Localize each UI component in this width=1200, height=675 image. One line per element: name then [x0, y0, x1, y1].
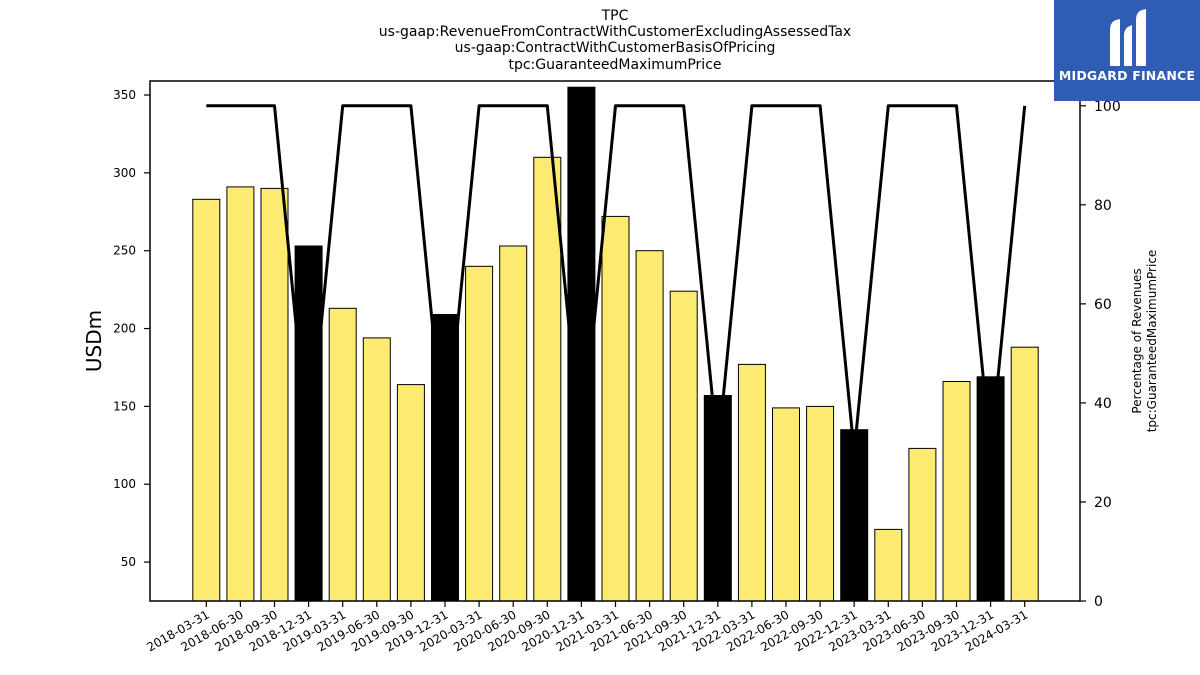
chart-titles: TPC us-gaap:RevenueFromContractWithCusto… [379, 8, 851, 73]
chart-subtitle-3: tpc:GuaranteedMaximumPrice [508, 57, 721, 73]
y-left-tick-label: 200 [113, 322, 136, 336]
midgard-logo-icon [1110, 9, 1146, 66]
bar-2020-06-30 [499, 245, 528, 602]
bar-2023-09-30 [942, 381, 971, 602]
bar-2022-06-30 [772, 407, 800, 602]
bar-2022-09-30 [806, 405, 835, 602]
bar-2019-09-30 [396, 384, 425, 602]
y-axis-right-ticks: 0 20 40 60 80 100 [1080, 99, 1121, 610]
bar-2023-06-30 [908, 447, 937, 602]
bar-2023-03-31 [874, 528, 903, 602]
bar-series [192, 86, 1039, 602]
bar-2018-03-31 [192, 198, 221, 602]
bar-2021-03-31 [601, 215, 630, 602]
y-left-tick-label: 50 [121, 555, 136, 569]
y-right-tick-label: 60 [1094, 297, 1112, 313]
percentage-line [206, 104, 1027, 454]
bar-2020-12-31 [567, 86, 596, 602]
y-axis-left-ticks: 50 100 150 200 250 300 350 [113, 88, 150, 569]
y-left-tick-label: 150 [113, 399, 136, 413]
y-axis-right-label-1: Percentage of Revenues [1130, 268, 1144, 413]
bar-2021-09-30 [669, 290, 698, 602]
y-left-tick-label: 250 [113, 244, 136, 258]
chart-subtitle-1: us-gaap:RevenueFromContractWithCustomerE… [379, 24, 851, 40]
y-axis-right-label-2: tpc:GuaranteedMaximumPrice [1145, 250, 1159, 433]
bar-2022-12-31 [840, 429, 869, 602]
bar-2023-12-31 [976, 376, 1005, 602]
y-left-tick-label: 300 [113, 166, 136, 180]
bar-2018-12-31 [294, 245, 323, 602]
logo-text: MIDGARD FINANCE [1058, 68, 1196, 83]
y-right-tick-label: 0 [1094, 594, 1103, 610]
y-right-tick-label: 20 [1094, 495, 1112, 511]
bar-2021-12-31 [703, 395, 732, 602]
bar-2020-03-31 [465, 265, 494, 602]
y-axis-left-label: USDm [82, 310, 106, 372]
y-left-tick-label: 350 [113, 88, 136, 102]
y-right-tick-label: 100 [1094, 99, 1121, 115]
x-axis-ticks: 2018-03-312018-06-302018-09-302018-12-31… [144, 601, 1030, 654]
y-right-tick-label: 40 [1094, 396, 1112, 412]
chart-title: TPC [601, 8, 629, 24]
bar-2021-06-30 [635, 250, 664, 602]
bar-2019-03-31 [328, 307, 357, 602]
y-right-tick-label: 80 [1094, 198, 1112, 214]
bar-2024-03-31 [1010, 346, 1039, 602]
line-series [206, 104, 1027, 454]
chart-subtitle-2: us-gaap:ContractWithCustomerBasisOfPrici… [455, 40, 776, 56]
midgard-finance-logo: MIDGARD FINANCE [1054, 0, 1200, 101]
y-left-tick-label: 100 [113, 477, 136, 491]
bar-2022-03-31 [737, 363, 766, 602]
bar-2018-09-30 [260, 187, 289, 602]
bar-2019-06-30 [362, 337, 391, 602]
bar-2018-06-30 [226, 186, 255, 602]
bar-2020-09-30 [533, 156, 562, 602]
